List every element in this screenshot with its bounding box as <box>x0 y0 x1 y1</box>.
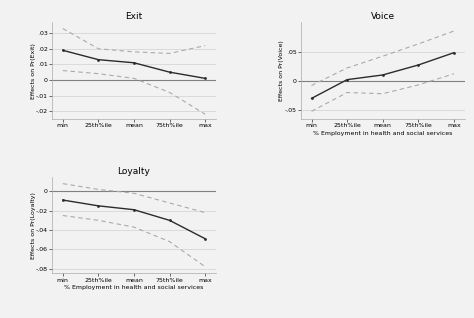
Y-axis label: Effects on Pr(Loyalty): Effects on Pr(Loyalty) <box>30 192 36 259</box>
Title: Exit: Exit <box>125 12 143 22</box>
Title: Loyalty: Loyalty <box>118 167 150 176</box>
Y-axis label: Effects on Pr(Exit): Effects on Pr(Exit) <box>30 43 36 99</box>
Title: Voice: Voice <box>371 12 395 22</box>
X-axis label: % Employment in health and social services: % Employment in health and social servic… <box>64 286 204 290</box>
X-axis label: % Employment in health and social services: % Employment in health and social servic… <box>313 131 452 136</box>
Y-axis label: Effects on Pr(Voice): Effects on Pr(Voice) <box>280 40 284 101</box>
